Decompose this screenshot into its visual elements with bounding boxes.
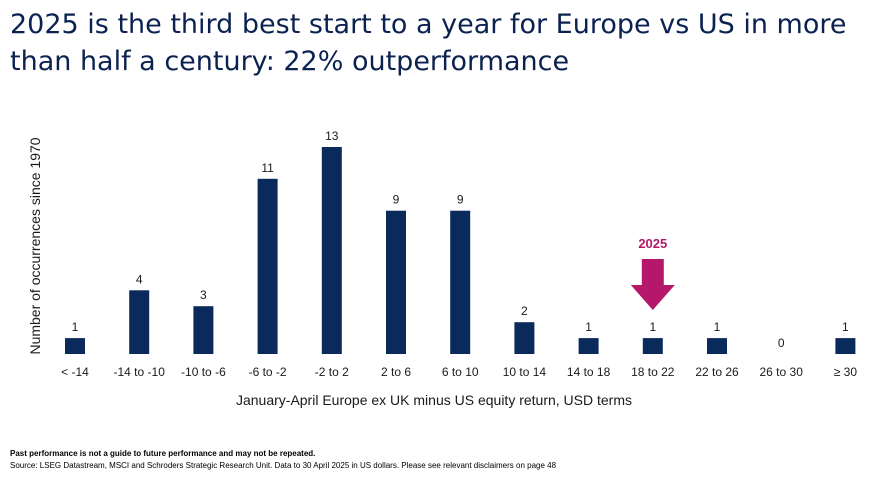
bar-2 [193,306,214,354]
source-text: Source: LSEG Datastream, MSCI and Schrod… [10,461,557,470]
bar-7 [514,322,535,354]
value-label-3: 11 [261,161,274,175]
annotation-label: 2025 [638,236,667,251]
bar-4 [321,147,342,354]
disclaimer-text: Past performance is not a guide to futur… [10,449,316,458]
page-title: 2025 is the third best start to a year f… [10,9,847,77]
bar-8 [578,338,599,354]
tick-label-2: -10 to -6 [181,365,226,379]
bars-layer [65,147,856,354]
value-label-6: 9 [457,193,464,207]
tick-label-11: 26 to 30 [760,365,804,379]
tick-label-5: 2 to 6 [381,365,411,379]
annotation-layer: 2025 [630,236,675,310]
tick-label-10: 22 to 26 [695,365,739,379]
tick-label-0: < -14 [61,365,89,379]
value-label-4: 13 [325,129,339,143]
y-axis-label: Number of occurrences since 1970 [27,137,43,354]
bar-3 [257,178,278,354]
bar-6 [450,210,471,354]
tick-label-8: 14 to 18 [567,365,611,379]
value-label-8: 1 [585,320,592,334]
value-label-10: 1 [714,320,721,334]
value-label-7: 2 [521,304,528,318]
tick-label-3: -6 to -2 [249,365,287,379]
tick-label-7: 10 to 14 [503,365,547,379]
bar-12 [835,338,856,354]
bar-0 [65,338,85,354]
value-label-1: 4 [136,272,143,286]
tick-label-1: -14 to -10 [114,365,166,379]
x-axis-label: January-April Europe ex UK minus US equi… [236,392,632,408]
tick-label-4: -2 to 2 [315,365,349,379]
bar-5 [386,210,406,354]
value-label-5: 9 [393,193,400,207]
bar-9 [642,338,663,354]
tick-labels-layer: < -14 -14 to -10 -10 to -6 -6 to -2 -2 to 2 2… [61,365,857,379]
tick-label-6: 6 to 10 [442,365,479,379]
value-label-2: 3 [200,288,207,302]
tick-label-12: ≥ 30 [834,365,858,379]
value-label-0: 1 [72,320,79,334]
tick-label-9: 18 to 22 [631,365,675,379]
bar-1 [129,290,150,354]
annotation-arrow [630,259,675,310]
value-label-9: 1 [649,320,656,334]
value-label-12: 1 [842,320,849,334]
value-label-11: 0 [778,336,785,350]
bar-10 [707,338,727,354]
